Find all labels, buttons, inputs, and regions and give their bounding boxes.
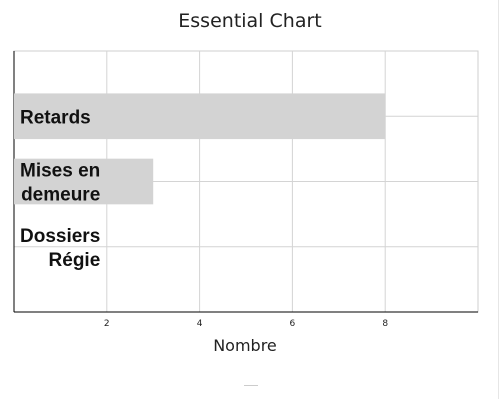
x-tick-label: 2 [104, 319, 110, 329]
category-label: Mises en demeure [20, 161, 100, 206]
category-label: Retards [20, 107, 91, 128]
x-tick-label: 8 [382, 319, 388, 329]
category-label: Dossiers Régie [20, 226, 100, 271]
bar-layer [14, 93, 386, 205]
bar [14, 93, 386, 140]
x-axis-label: Nombre [213, 336, 277, 355]
x-tick-label: 6 [290, 319, 296, 329]
x-tick-label: 4 [197, 319, 203, 329]
tick-layer: 2 4 6 8 [104, 319, 388, 329]
bar [14, 158, 154, 205]
footer-dash [244, 385, 258, 386]
chart-title: Essential Chart [178, 10, 321, 32]
category-label-layer: Retards Mises en demeure Dossiers Régie [20, 107, 100, 271]
